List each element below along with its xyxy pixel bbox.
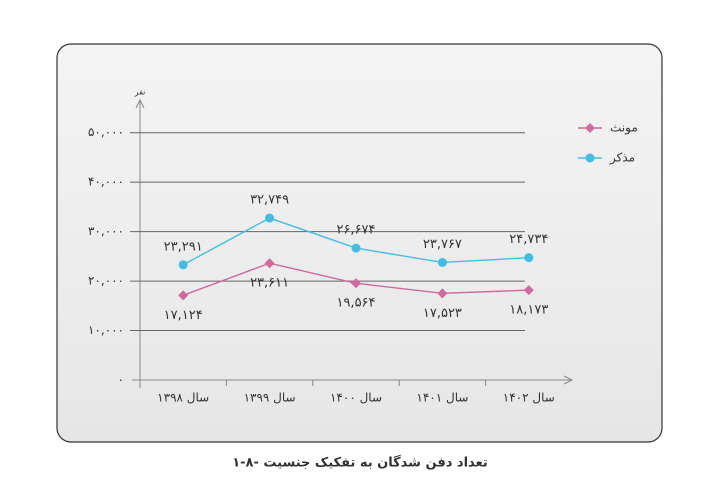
point [437,257,447,267]
x-tick-label: سال ۱۴۰۰ [330,391,382,405]
point [524,253,534,263]
x-tick-label: سال ۱۳۹۸ [157,391,209,405]
value-label: ۲۴,۷۳۴ [509,232,548,247]
value-label: ۱۷,۵۲۳ [423,306,462,321]
legend-label: مونث [610,121,638,136]
point [351,243,361,253]
y-tick-label: ۰ [118,373,124,387]
value-label: ۲۶,۶۷۴ [336,223,375,238]
legend-marker [585,123,595,133]
y-tick-label: ۱۰,۰۰۰ [88,323,124,337]
point [178,290,189,301]
y-tick-label: ۳۰,۰۰۰ [88,224,124,238]
x-tick-label: سال ۱۴۰۱ [416,391,468,405]
point [351,278,361,289]
y-tick-label: ۵۰,۰۰۰ [88,125,124,139]
value-label: ۲۳,۶۱۱ [250,276,289,291]
chart-frame [56,43,663,443]
value-label: ۱۷,۱۲۴ [164,308,203,323]
y-tick-label: ۲۰,۰۰۰ [88,274,124,288]
point [264,258,275,269]
point [178,260,188,270]
legend-label: مذکر [609,151,635,166]
x-tick-label: سال ۱۴۰۲ [503,391,555,405]
point [437,288,448,299]
value-label: ۲۳,۲۹۱ [164,239,203,254]
legend-marker [585,153,595,163]
value-label: ۱۹,۵۶۴ [336,296,375,311]
y-arrow [135,98,145,109]
value-label: ۲۳,۷۶۷ [423,237,462,252]
chart-title: ۱-۸- تعداد دفن شدگان به تفکیک جنسیت [232,455,488,471]
point [523,285,534,296]
point [265,213,275,223]
x-tick-label: سال ۱۳۹۹ [244,391,296,405]
y-tick-label: ۴۰,۰۰۰ [88,175,124,189]
value-label: ۱۸,۱۷۳ [509,303,548,318]
x-arrow [563,375,574,385]
y-axis-label: نفر [134,88,146,97]
value-label: ۳۲,۷۴۹ [250,193,289,208]
